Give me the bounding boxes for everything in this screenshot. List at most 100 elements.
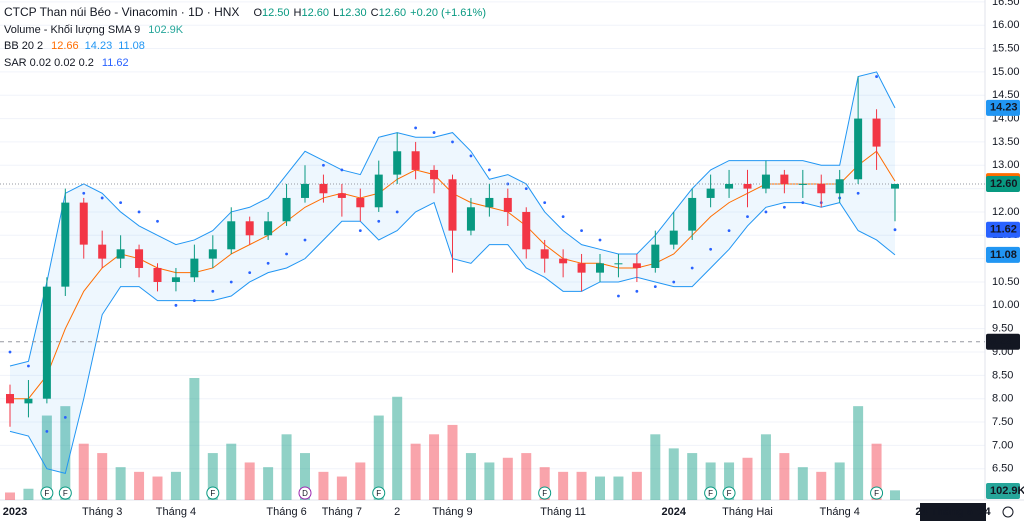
y-tick-label: 12.00 <box>992 206 1020 218</box>
candle-body <box>208 249 217 259</box>
sar-dot <box>174 303 178 307</box>
price-label-bg <box>986 99 1020 116</box>
sar-dot <box>414 126 418 130</box>
volume-bar <box>779 453 790 500</box>
volume-bar <box>447 424 458 500</box>
candle-body <box>817 183 826 194</box>
y-tick-label: 13.00 <box>992 159 1020 171</box>
event-label: F <box>44 489 49 498</box>
volume-bar <box>97 453 108 500</box>
sar-dot <box>8 350 12 354</box>
volume-bar <box>521 453 532 500</box>
candle-body <box>706 188 715 198</box>
sar-dot <box>285 252 288 256</box>
candle-body <box>356 197 365 208</box>
y-tick-label: 13.50 <box>992 136 1020 148</box>
price-label: 14.23 <box>990 102 1018 114</box>
sar-dot <box>580 229 583 233</box>
sar-dot <box>100 196 104 200</box>
volume-bar <box>392 396 403 500</box>
candle-body <box>725 183 734 189</box>
volume-bar <box>742 457 753 500</box>
candle-body <box>171 277 180 282</box>
y-tick-label: 6.50 <box>992 463 1013 475</box>
event-marker <box>58 486 72 500</box>
ohlc-value: 12.60 <box>378 7 407 19</box>
sar-dot <box>248 271 252 275</box>
legend-row: CTCP Than núi Béo - Vinacomin · 1D · HNX… <box>4 4 492 22</box>
indicator-name: SAR 0.02 0.02 0.2 <box>4 56 94 69</box>
sar-dot <box>893 228 897 232</box>
volume-bar <box>816 471 827 500</box>
ohlc-key: C <box>370 7 379 19</box>
volume-bar <box>484 462 495 500</box>
settings-icon[interactable] <box>1002 506 1014 518</box>
x-tick-label: Tháng 3 <box>82 506 122 518</box>
volume-bar <box>60 406 71 500</box>
x-tick-label: Tháng 9 <box>432 506 472 518</box>
sar-dot <box>709 247 713 251</box>
indicator-value: 11.62 <box>101 56 129 69</box>
candle-body <box>374 174 383 208</box>
sar-dot <box>727 229 731 233</box>
y-tick-label: 7.50 <box>992 416 1013 428</box>
candle-body <box>6 394 14 404</box>
volume-bar <box>724 462 735 500</box>
x-tick-label: 2 <box>394 506 400 518</box>
candle-body <box>79 202 88 245</box>
legend-row: SAR 0.02 0.02 0.2 11.62 <box>4 55 492 72</box>
x-tick-label: 2023 <box>3 506 27 518</box>
sar-dot <box>782 205 786 209</box>
volume-bar <box>853 406 864 500</box>
candle-body <box>116 249 125 259</box>
sar-dot <box>432 131 436 134</box>
sar-dot <box>801 201 805 205</box>
volume-bar <box>244 462 255 500</box>
sar-dot <box>672 280 676 284</box>
volume-bar <box>558 471 569 500</box>
sar-dot <box>266 261 270 265</box>
volume-bar <box>336 476 347 500</box>
sar-dot <box>875 75 878 78</box>
event-marker <box>40 486 54 500</box>
event-marker <box>704 486 718 500</box>
y-tick-label: 10.50 <box>992 276 1020 288</box>
price-label: 12.60 <box>990 178 1018 190</box>
y-tick-label: 10.00 <box>992 299 1020 311</box>
event-label: F <box>727 489 732 498</box>
candle-body <box>632 263 641 268</box>
indicator-value: 14.23 <box>84 40 113 52</box>
volume-bar <box>834 462 845 500</box>
volume-bar <box>152 476 163 500</box>
candle-body <box>24 398 33 404</box>
indicator-name: BB 20 2 <box>4 40 44 52</box>
volume-bar <box>668 448 679 500</box>
y-tick-label: 9.50 <box>992 323 1013 335</box>
candle-body <box>503 197 512 212</box>
candle-body <box>891 183 899 189</box>
candle-body <box>835 179 844 194</box>
volume-bar <box>226 443 237 500</box>
volume-bar <box>355 462 366 500</box>
ohlc-value: 12.50 <box>262 7 290 19</box>
candle-body <box>559 258 568 264</box>
candle-body <box>42 286 51 399</box>
x-tick-label: Tháng 6 <box>266 506 306 518</box>
sar-dot <box>322 163 325 167</box>
sar-dot <box>764 210 768 214</box>
candle-body <box>854 118 863 180</box>
legend: CTCP Than núi Béo - Vinacomin · 1D · HNX… <box>4 4 492 71</box>
crosshair-price: 9.22 <box>990 336 1011 348</box>
price-label: 11.08 <box>990 249 1017 261</box>
sar-dot <box>137 210 141 214</box>
candle-body <box>227 221 236 250</box>
candle-body <box>264 221 273 236</box>
candle-body <box>596 263 604 273</box>
event-marker <box>372 486 386 500</box>
candle-body <box>540 249 549 259</box>
y-tick-label: 8.50 <box>992 369 1013 381</box>
x-tick-label: Tháng 11 <box>540 506 586 518</box>
volume-bar <box>263 467 274 500</box>
